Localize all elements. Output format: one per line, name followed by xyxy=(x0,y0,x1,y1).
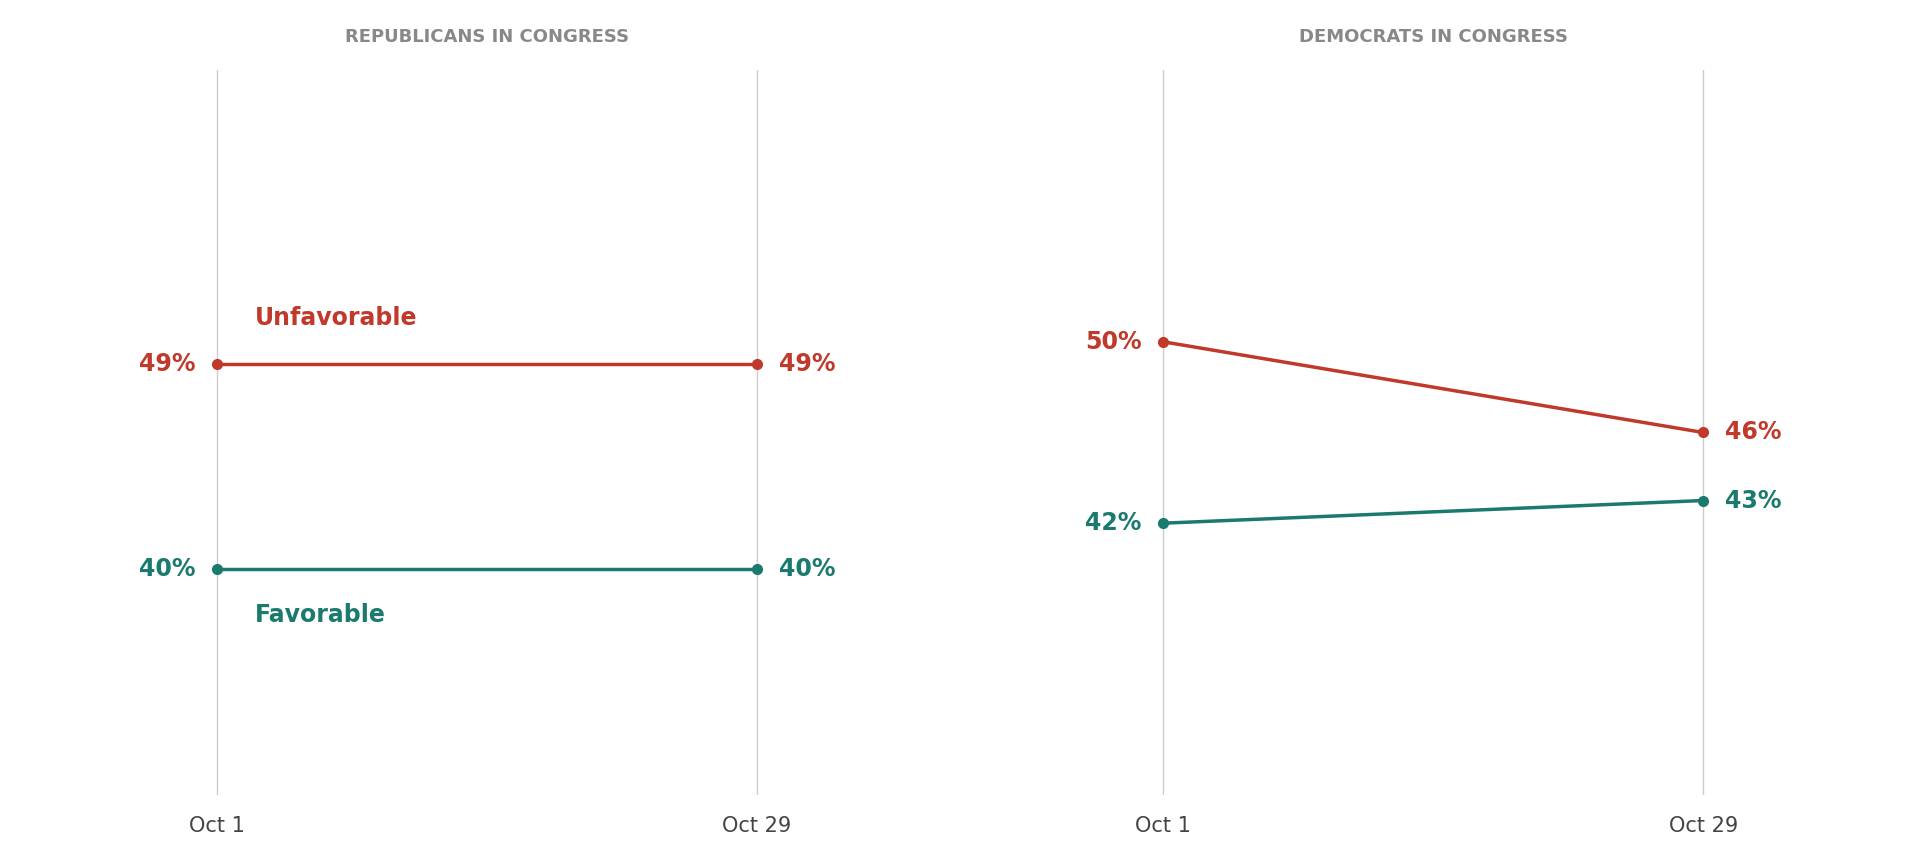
Text: 49%: 49% xyxy=(138,353,196,377)
Text: 46%: 46% xyxy=(1724,421,1782,444)
Text: Unfavorable: Unfavorable xyxy=(255,307,417,330)
Text: 42%: 42% xyxy=(1085,511,1140,535)
Text: 50%: 50% xyxy=(1085,330,1140,353)
Text: 49%: 49% xyxy=(780,353,835,377)
Text: 43%: 43% xyxy=(1724,488,1782,512)
Text: Favorable: Favorable xyxy=(255,602,386,626)
Text: 40%: 40% xyxy=(780,556,835,581)
Title: DEMOCRATS IN CONGRESS: DEMOCRATS IN CONGRESS xyxy=(1298,28,1567,46)
Title: REPUBLICANS IN CONGRESS: REPUBLICANS IN CONGRESS xyxy=(346,28,630,46)
Text: 40%: 40% xyxy=(138,556,196,581)
